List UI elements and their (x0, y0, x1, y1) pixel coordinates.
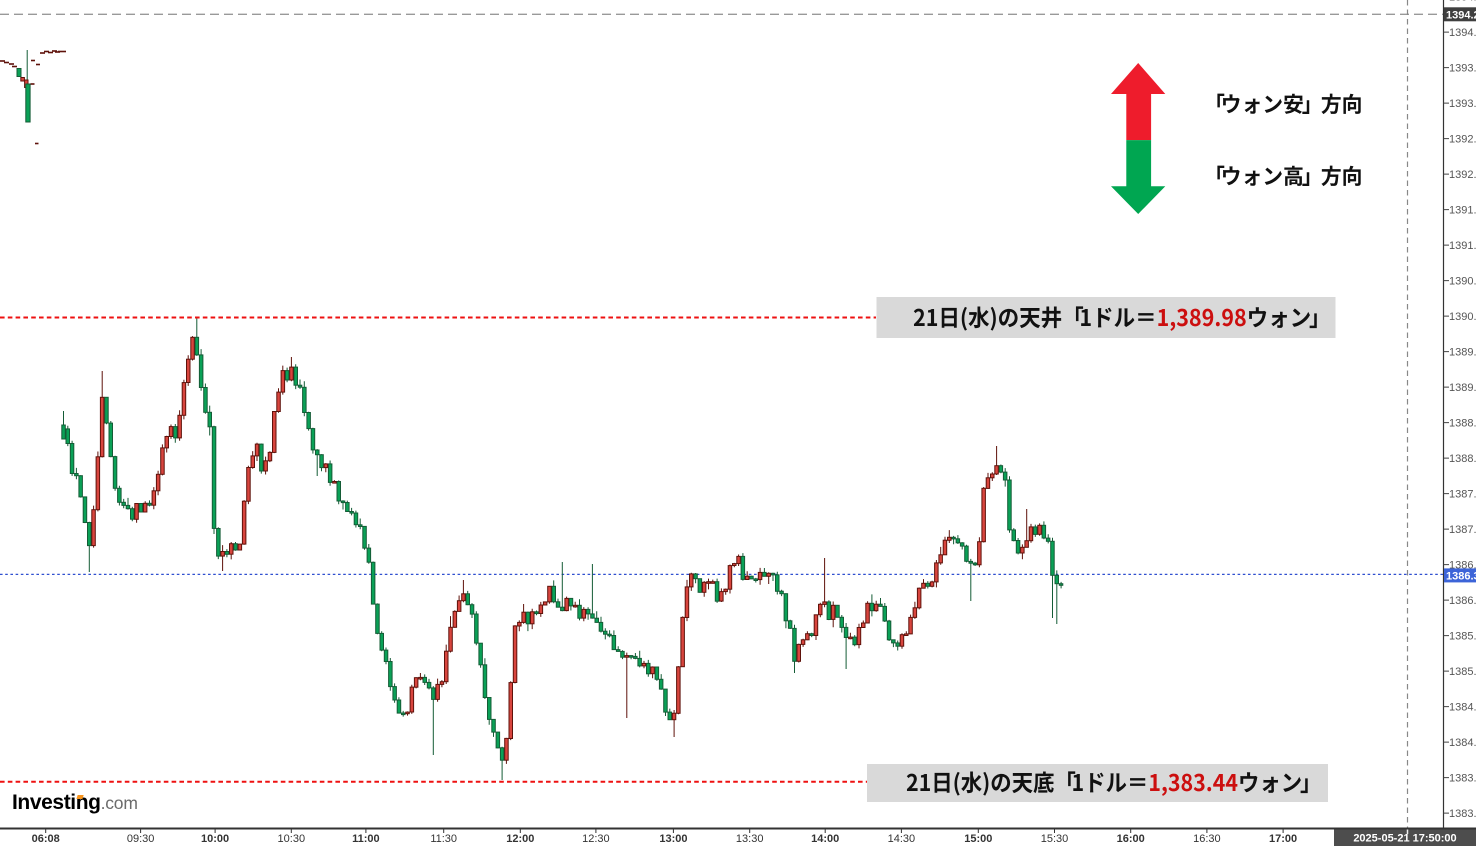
svg-text:1386.36: 1386.36 (1446, 570, 1476, 582)
svg-text:1394.25: 1394.25 (1446, 9, 1476, 21)
svg-text:1390.50: 1390.50 (1449, 276, 1476, 288)
svg-text:13:30: 13:30 (736, 833, 764, 845)
svg-text:1384.00: 1384.00 (1449, 737, 1476, 749)
svg-text:16:30: 16:30 (1193, 833, 1221, 845)
svg-text:17:00: 17:00 (1269, 833, 1297, 845)
svg-text:10:00: 10:00 (201, 833, 229, 845)
svg-text:1392.00: 1392.00 (1449, 169, 1476, 181)
svg-text:1390.00: 1390.00 (1449, 311, 1476, 323)
svg-text:1388.00: 1388.00 (1449, 453, 1476, 465)
svg-text:10:30: 10:30 (278, 833, 306, 845)
svg-text:14:00: 14:00 (811, 833, 839, 845)
svg-text:11:00: 11:00 (352, 833, 380, 845)
svg-text:1391.50: 1391.50 (1449, 205, 1476, 217)
svg-text:14:30: 14:30 (888, 833, 916, 845)
svg-text:12:30: 12:30 (582, 833, 610, 845)
svg-text:1394.00: 1394.00 (1449, 27, 1476, 39)
svg-text:09:30: 09:30 (127, 833, 155, 845)
svg-text:11:30: 11:30 (430, 833, 457, 845)
svg-text:1389.00: 1389.00 (1449, 382, 1476, 394)
svg-text:2025-05-21 17:50:00: 2025-05-21 17:50:00 (1353, 833, 1456, 845)
svg-text:1384.50: 1384.50 (1449, 702, 1476, 714)
svg-text:16:00: 16:00 (1117, 833, 1145, 845)
svg-text:06:08: 06:08 (32, 833, 60, 845)
svg-text:13:00: 13:00 (659, 833, 687, 845)
svg-text:12:00: 12:00 (506, 833, 534, 845)
svg-text:1389.50: 1389.50 (1449, 347, 1476, 359)
svg-text:1385.50: 1385.50 (1449, 631, 1476, 643)
svg-text:1386.00: 1386.00 (1449, 595, 1476, 607)
svg-text:1383.00: 1383.00 (1449, 808, 1476, 820)
svg-text:1387.50: 1387.50 (1449, 489, 1476, 501)
svg-text:1391.00: 1391.00 (1449, 240, 1476, 252)
svg-text:1393.00: 1393.00 (1449, 98, 1476, 110)
svg-text:1394.50: 1394.50 (1449, 0, 1476, 4)
svg-text:1392.50: 1392.50 (1449, 134, 1476, 146)
svg-text:1387.00: 1387.00 (1449, 524, 1476, 536)
svg-text:1388.50: 1388.50 (1449, 418, 1476, 430)
svg-text:15:30: 15:30 (1041, 833, 1069, 845)
svg-text:1385.00: 1385.00 (1449, 666, 1476, 678)
svg-text:1383.50: 1383.50 (1449, 773, 1476, 785)
svg-text:1393.50: 1393.50 (1449, 63, 1476, 75)
svg-text:15:00: 15:00 (964, 833, 992, 845)
